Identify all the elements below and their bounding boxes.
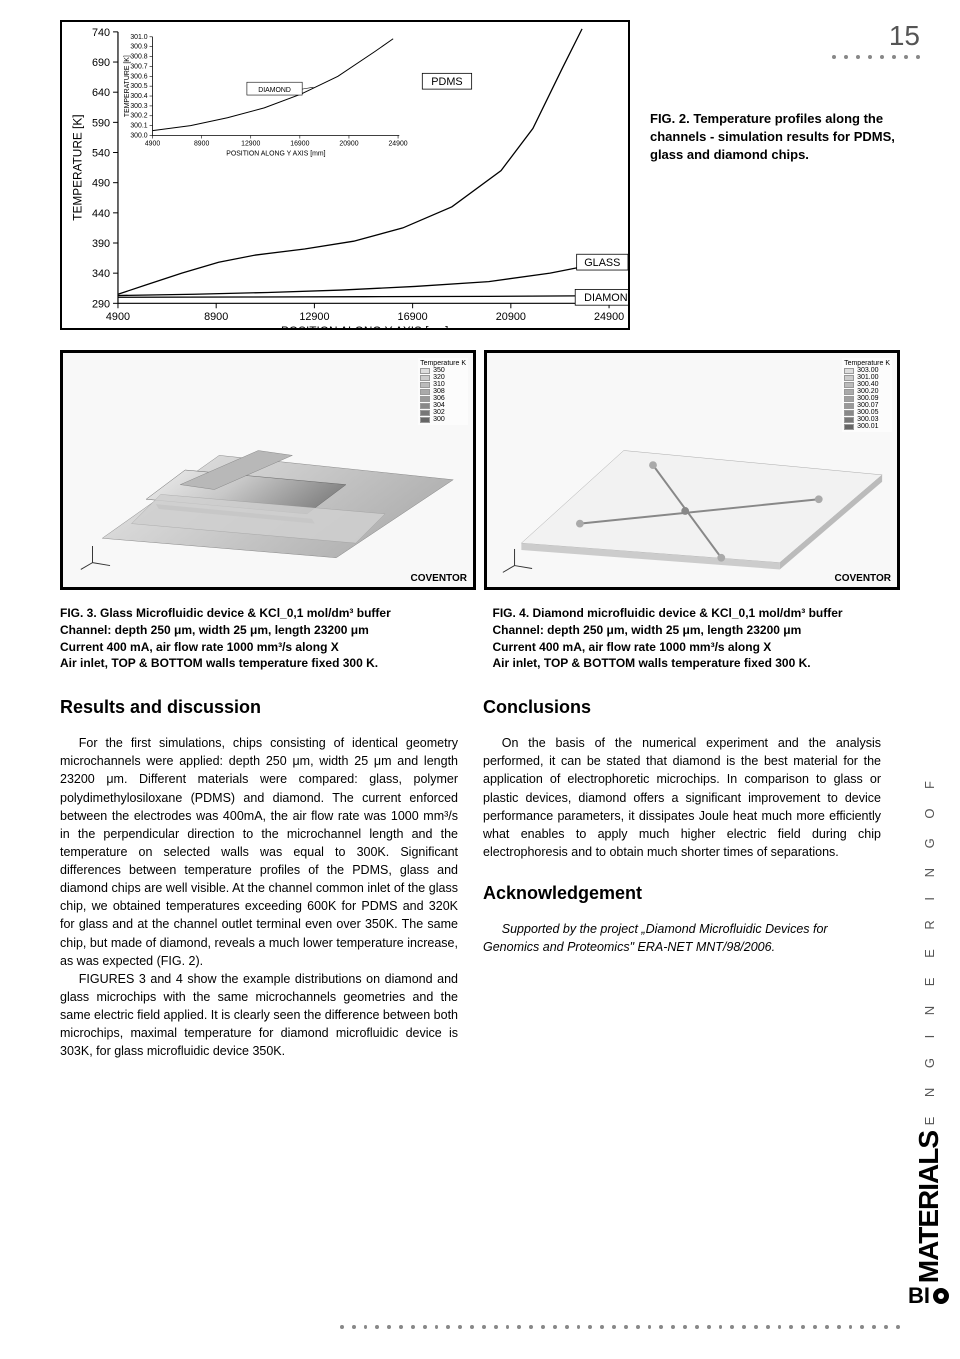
svg-text:300.6: 300.6 <box>130 73 147 80</box>
svg-text:300.5: 300.5 <box>130 83 147 90</box>
fig3-watermark: COVENTOR <box>411 573 468 584</box>
svg-text:300.1: 300.1 <box>130 123 147 130</box>
svg-text:16900: 16900 <box>398 311 428 323</box>
svg-text:16900: 16900 <box>290 140 309 147</box>
left-column: Results and discussion For the first sim… <box>60 697 458 1060</box>
conclusions-p1: On the basis of the numerical experiment… <box>483 734 881 861</box>
svg-text:GLASS: GLASS <box>584 257 620 269</box>
svg-text:740: 740 <box>92 27 110 39</box>
svg-text:300.0: 300.0 <box>130 132 147 139</box>
svg-text:20900: 20900 <box>339 140 358 147</box>
svg-text:640: 640 <box>92 87 110 99</box>
svg-text:440: 440 <box>92 208 110 220</box>
right-column: Conclusions On the basis of the numerica… <box>483 697 881 1060</box>
results-p2: FIGURES 3 and 4 show the example distrib… <box>60 970 458 1061</box>
fig3-panel: Temperature K 350320310308306304302300 C… <box>60 350 476 590</box>
fig3-caption: FIG. 3. Glass Microfluidic device & KCl_… <box>60 605 468 672</box>
fig3-svg <box>63 353 473 587</box>
svg-text:300.9: 300.9 <box>130 44 147 51</box>
fig4-panel: Temperature K 303.00301.00300.40300.2030… <box>484 350 900 590</box>
svg-text:540: 540 <box>92 147 110 159</box>
svg-text:301.0: 301.0 <box>130 34 147 41</box>
svg-text:300.8: 300.8 <box>130 54 147 61</box>
svg-text:4900: 4900 <box>106 311 130 323</box>
ack-heading: Acknowledgement <box>483 883 881 904</box>
svg-text:POSITION ALONG Y AXIS [μm]: POSITION ALONG Y AXIS [μm] <box>281 324 448 328</box>
svg-text:340: 340 <box>92 268 110 280</box>
svg-text:24900: 24900 <box>388 140 407 147</box>
fig4-legend: Temperature K 303.00301.00300.40300.2030… <box>842 358 892 432</box>
journal-sidebar: E N G I N E E R I N G O F MATERIALS BI <box>908 773 950 1309</box>
svg-text:20900: 20900 <box>496 311 526 323</box>
svg-text:DIAMOND: DIAMOND <box>258 87 291 94</box>
fig2-caption: FIG. 2. Temperature profiles along the c… <box>650 110 900 330</box>
svg-text:490: 490 <box>92 178 110 190</box>
ack-text: Supported by the project „Diamond Microf… <box>483 920 881 956</box>
fig3-legend: Temperature K 350320310308306304302300 <box>418 358 468 425</box>
fig4-caption: FIG. 4. Diamond microfluidic device & KC… <box>493 605 901 672</box>
fig4-watermark: COVENTOR <box>835 573 892 584</box>
decorative-dots-top <box>832 55 920 59</box>
results-heading: Results and discussion <box>60 697 458 718</box>
svg-text:300.4: 300.4 <box>130 93 147 100</box>
svg-text:300.7: 300.7 <box>130 63 147 70</box>
fig4-svg <box>487 353 897 587</box>
svg-text:12900: 12900 <box>241 140 260 147</box>
svg-text:690: 690 <box>92 57 110 69</box>
svg-text:8900: 8900 <box>204 311 228 323</box>
svg-text:TEMPERATURE [K]: TEMPERATURE [K] <box>70 114 84 220</box>
svg-text:590: 590 <box>92 117 110 129</box>
journal-logo-icon <box>932 1287 950 1305</box>
fig2-chart: 290 340 390 440 490 540 590 640 690 740 4900 8900 12… <box>60 20 630 330</box>
results-p1: For the first simulations, chips consist… <box>60 734 458 970</box>
svg-text:24900: 24900 <box>594 311 624 323</box>
svg-text:12900: 12900 <box>299 311 329 323</box>
svg-text:300.2: 300.2 <box>130 113 147 120</box>
svg-text:POSITION ALONG Y AXIS [mm]: POSITION ALONG Y AXIS [mm] <box>226 150 325 157</box>
conclusions-heading: Conclusions <box>483 697 881 718</box>
svg-text:8900: 8900 <box>194 140 209 147</box>
svg-text:PDMS: PDMS <box>431 76 462 88</box>
svg-text:4900: 4900 <box>145 140 160 147</box>
svg-text:390: 390 <box>92 238 110 250</box>
page-number: 15 <box>889 20 920 52</box>
fig2-svg: 290 340 390 440 490 540 590 640 690 740 4900 8900 12… <box>62 22 628 328</box>
svg-text:290: 290 <box>92 298 110 310</box>
svg-text:DIAMOND: DIAMOND <box>584 292 628 304</box>
decorative-dots-bottom <box>340 1325 900 1329</box>
svg-text:TEMPERATURE [K]: TEMPERATURE [K] <box>124 55 131 117</box>
svg-text:300.3: 300.3 <box>130 103 147 110</box>
